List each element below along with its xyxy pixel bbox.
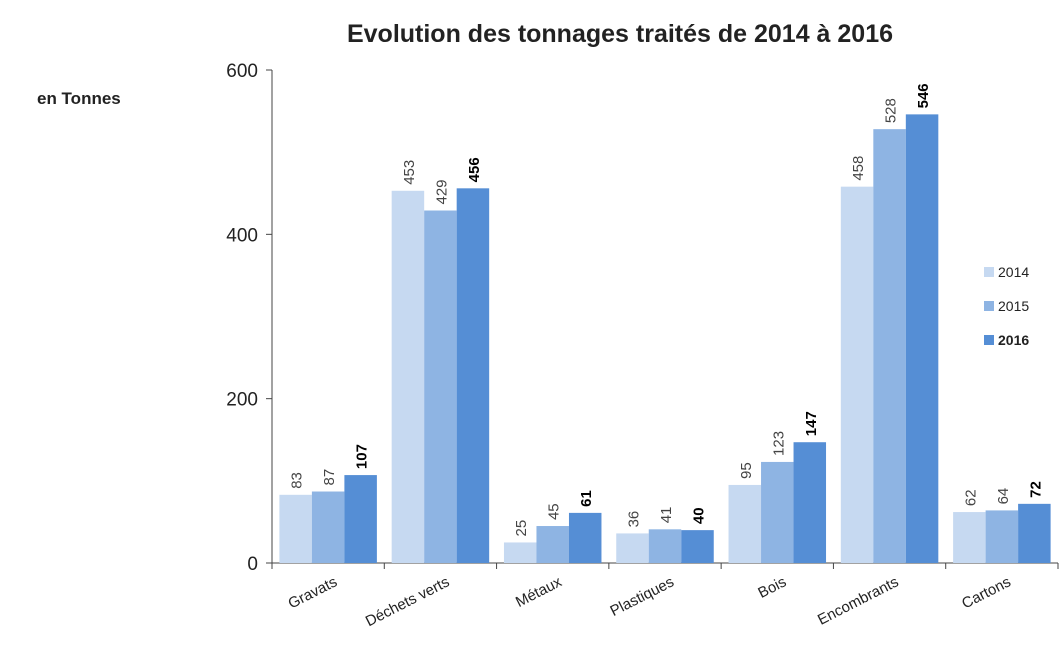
bar: [503, 542, 537, 563]
value-label: 64: [995, 488, 1012, 505]
x-tick-label: Cartons: [959, 573, 1014, 612]
y-tick-label: 200: [226, 390, 258, 411]
bar: [311, 491, 345, 563]
value-label: 458: [850, 156, 867, 181]
value-label: 87: [321, 469, 338, 486]
x-tick-label: Déchets verts: [363, 573, 452, 630]
value-label: 123: [770, 431, 787, 456]
x-tick-label: Bois: [755, 573, 789, 601]
value-label: 62: [962, 489, 979, 506]
x-tick-label: Encombrants: [815, 573, 901, 628]
bar: [985, 510, 1019, 563]
bar: [681, 530, 714, 563]
bar: [391, 190, 425, 563]
value-label: 41: [658, 507, 675, 524]
bar: [761, 461, 794, 563]
value-label: 45: [546, 503, 563, 520]
bar: [1018, 503, 1051, 563]
value-label: 453: [401, 160, 418, 185]
value-label: 40: [691, 507, 708, 524]
value-label: 72: [1027, 481, 1044, 498]
bar: [456, 188, 490, 563]
value-label: 61: [578, 490, 595, 507]
bar: [905, 114, 939, 564]
chart-title: Evolution des tonnages traités de 2014 à…: [347, 20, 893, 48]
y-tick-label: 0: [247, 554, 258, 575]
value-label: 107: [354, 444, 371, 469]
value-label: 546: [915, 83, 932, 108]
legend-label: 2014: [998, 264, 1029, 280]
bar: [568, 512, 602, 563]
x-tick-label: Métaux: [513, 573, 565, 611]
bar: [728, 484, 762, 563]
bar: [344, 475, 377, 563]
x-tick-label: Gravats: [285, 573, 340, 612]
y-axis-label: en Tonnes: [37, 89, 121, 108]
value-label: 429: [433, 179, 450, 204]
legend-swatch: [984, 301, 994, 311]
value-label: 456: [466, 157, 483, 182]
value-label: 36: [626, 511, 643, 528]
bar: [953, 512, 986, 563]
bar: [616, 533, 649, 563]
value-label: 147: [803, 411, 820, 436]
legend-label: 2015: [998, 298, 1029, 314]
value-label: 25: [513, 520, 530, 537]
bar: [279, 494, 312, 563]
bar: [840, 186, 874, 563]
legend-swatch: [984, 335, 994, 345]
value-label: 528: [883, 98, 900, 123]
bar: [536, 526, 569, 563]
x-tick-label: Plastiques: [607, 573, 676, 620]
value-label: 83: [289, 472, 306, 489]
bar: [873, 129, 906, 563]
y-tick-label: 600: [226, 61, 258, 82]
bar: [793, 442, 827, 563]
legend-swatch: [984, 267, 994, 277]
bar: [648, 529, 682, 563]
y-tick-label: 400: [226, 225, 258, 246]
bar: [424, 210, 457, 563]
legend-label: 2016: [998, 332, 1029, 348]
value-label: 95: [738, 462, 755, 479]
